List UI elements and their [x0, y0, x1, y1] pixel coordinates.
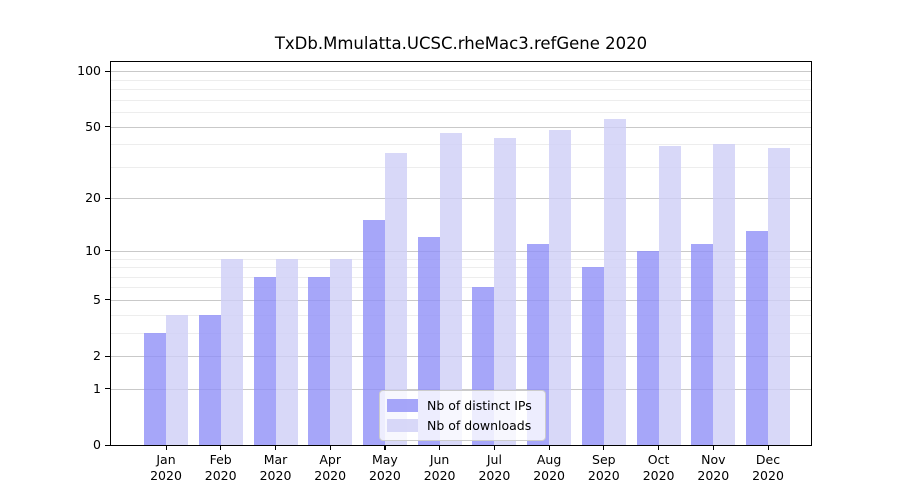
x-tick-aug-2020: [548, 446, 550, 450]
bar-nb-of-distinct-ips-may-2020: [362, 220, 385, 445]
bar-nb-of-distinct-ips-sep-2020: [581, 267, 604, 445]
bar-nb-of-distinct-ips-nov-2020: [691, 243, 714, 445]
x-tick-label-nov-2020: Nov 2020: [697, 452, 730, 483]
bar-nb-of-downloads-jul-2020: [494, 138, 517, 445]
y-tick-label-2: 2: [93, 348, 101, 363]
y-tick-label-10: 10: [85, 242, 101, 258]
y-tick-5: [105, 299, 110, 301]
bar-nb-of-distinct-ips-jan-2020: [144, 332, 166, 445]
x-tick-label-feb-2020: Feb 2020: [204, 452, 237, 483]
bar-nb-of-distinct-ips-mar-2020: [253, 276, 276, 445]
chart-title: TxDb.Mmulatta.UCSC.rheMac3.refGene 2020: [274, 34, 648, 53]
x-tick-label-jul-2020: Jul 2020: [478, 452, 511, 483]
x-tick-mar-2020: [275, 446, 277, 450]
x-tick-nov-2020: [712, 446, 714, 450]
legend-label-distinct-ips: Nb of distinct IPs: [427, 398, 532, 413]
x-tick-jun-2020: [439, 446, 441, 450]
bar-nb-of-downloads-jun-2020: [439, 133, 462, 445]
bar-nb-of-distinct-ips-feb-2020: [198, 314, 221, 445]
y-tick-0: [105, 444, 110, 446]
y-gridline-minor-60: [111, 111, 811, 113]
y-tick-1: [105, 388, 110, 390]
x-tick-may-2020: [384, 446, 386, 450]
bar-nb-of-downloads-dec-2020: [768, 148, 790, 445]
y-tick-10: [105, 250, 110, 252]
y-tick-50: [105, 126, 110, 128]
y-gridline-minor-80: [111, 89, 811, 90]
legend: Nb of distinct IPs Nb of downloads: [379, 390, 546, 441]
legend-item-distinct-ips: Nb of distinct IPs: [387, 398, 532, 413]
x-tick-jul-2020: [493, 446, 496, 450]
x-tick-oct-2020: [658, 446, 660, 450]
bar-nb-of-downloads-apr-2020: [330, 258, 353, 445]
y-tick-label-1: 1: [93, 380, 101, 396]
y-gridline-major-100: [111, 71, 811, 73]
x-tick-label-sep-2020: Sep 2020: [587, 452, 620, 483]
x-tick-label-jan-2020: Jan 2020: [150, 452, 182, 483]
plot-area: [110, 61, 812, 446]
y-tick-20: [105, 197, 110, 199]
x-tick-dec-2020: [767, 446, 769, 450]
bar-nb-of-downloads-jan-2020: [166, 314, 188, 445]
x-tick-jan-2020: [165, 446, 167, 450]
bar-nb-of-distinct-ips-dec-2020: [746, 231, 768, 445]
x-tick-label-apr-2020: Apr 2020: [314, 452, 347, 483]
x-tick-label-aug-2020: Aug 2020: [533, 452, 565, 483]
x-tick-label-oct-2020: Oct 2020: [642, 452, 675, 483]
y-tick-label-5: 5: [93, 291, 101, 307]
bar-nb-of-downloads-mar-2020: [275, 258, 298, 445]
bar-nb-of-downloads-may-2020: [384, 152, 407, 445]
x-tick-sep-2020: [603, 446, 605, 450]
x-tick-feb-2020: [220, 446, 222, 450]
legend-swatch-distinct-ips: [387, 399, 418, 412]
y-gridline-major-50: [111, 126, 811, 128]
y-gridline-minor-70: [111, 99, 811, 101]
x-tick-label-jun-2020: Jun 2020: [423, 452, 456, 483]
bar-nb-of-downloads-sep-2020: [603, 118, 626, 445]
legend-swatch-downloads: [387, 419, 418, 432]
y-tick-label-0: 0: [93, 437, 101, 452]
bar-nb-of-distinct-ips-oct-2020: [636, 250, 659, 445]
bar-nb-of-distinct-ips-apr-2020: [308, 276, 331, 445]
x-tick-label-dec-2020: Dec 2020: [752, 452, 784, 483]
x-tick-apr-2020: [329, 446, 331, 450]
legend-item-downloads: Nb of downloads: [387, 418, 532, 433]
y-tick-label-20: 20: [85, 190, 101, 206]
bar-nb-of-downloads-aug-2020: [549, 129, 572, 445]
x-tick-label-may-2020: May 2020: [368, 452, 401, 483]
y-tick-2: [105, 355, 110, 357]
bar-nb-of-downloads-feb-2020: [220, 258, 243, 445]
y-tick-label-100: 100: [77, 63, 101, 79]
y-tick-100: [105, 70, 110, 72]
x-tick-label-mar-2020: Mar 2020: [259, 452, 292, 483]
y-tick-label-50: 50: [85, 118, 101, 134]
bar-nb-of-downloads-nov-2020: [713, 144, 736, 445]
y-gridline-minor-90: [111, 79, 811, 81]
bar-nb-of-downloads-oct-2020: [658, 146, 681, 445]
legend-label-downloads: Nb of downloads: [427, 418, 532, 433]
